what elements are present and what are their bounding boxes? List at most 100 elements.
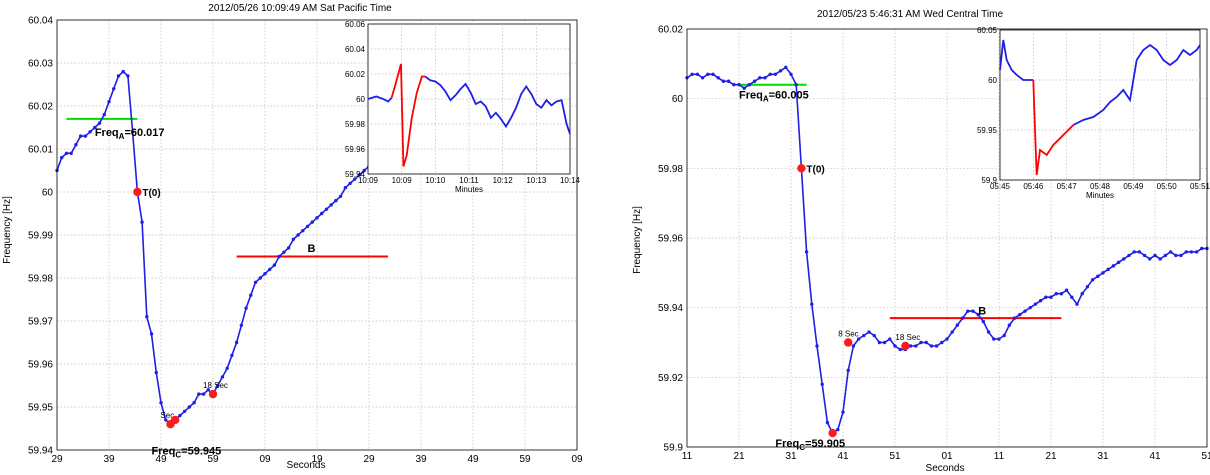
- inset-y-tick-label: 59.98: [345, 120, 366, 129]
- data-point: [1200, 246, 1204, 251]
- x-tick-label: 09: [571, 454, 583, 465]
- y-tick-label: 59.95: [28, 403, 53, 414]
- x-tick-label: 51: [889, 451, 901, 462]
- x-tick-label: 51: [1201, 451, 1210, 462]
- annotation: B: [978, 306, 986, 318]
- inset-y-tick-label: 60.04: [345, 45, 366, 54]
- y-tick-label: 60.04: [28, 16, 53, 27]
- y-tick-label: 60.02: [658, 25, 683, 36]
- data-point: [981, 319, 986, 324]
- data-point: [695, 72, 700, 76]
- y-tick-label: 60.02: [28, 102, 53, 113]
- y-tick-label: 60.03: [28, 59, 53, 70]
- x-tick-label: 01: [941, 451, 953, 462]
- inset-y-tick-label: 60.02: [345, 70, 366, 79]
- point-label: 18 Sec: [203, 381, 228, 390]
- inset-x-axis-label: Minutes: [1086, 191, 1114, 200]
- data-point: [220, 375, 225, 379]
- inset-y-tick-label: 59.96: [345, 145, 366, 154]
- data-point: [836, 427, 840, 432]
- data-point: [1033, 302, 1038, 306]
- data-point: [778, 69, 783, 73]
- x-tick-label: 21: [733, 451, 745, 462]
- inset-x-axis-label: Minutes: [455, 185, 483, 194]
- data-point: [362, 168, 366, 173]
- data-point: [737, 83, 741, 87]
- data-point: [976, 312, 980, 317]
- data-point: [88, 130, 92, 134]
- x-tick-label: 41: [837, 451, 849, 462]
- inset-y-tick-label: 60.05: [977, 26, 998, 35]
- data-point: [898, 347, 902, 352]
- data-point: [268, 267, 272, 272]
- data-point: [1148, 257, 1152, 261]
- data-point: [752, 79, 757, 83]
- data-point: [263, 272, 267, 276]
- inset-x-tick-label: 05:49: [1123, 182, 1144, 191]
- data-point: [107, 100, 111, 104]
- y-tick-label: 60: [672, 94, 684, 105]
- chart-right: 2012/05/23 5:46:31 AM Wed Central Time S…: [632, 9, 1210, 474]
- y-tick-label: 59.9: [664, 443, 684, 454]
- inset-y-tick-label: 59.95: [977, 126, 998, 135]
- data-point: [1049, 295, 1053, 299]
- inset-series-line: [424, 75, 571, 135]
- inset-series-line: [1032, 79, 1074, 176]
- annotation: FreqC=59.905: [775, 438, 845, 452]
- inset-x-tick-label: 05:51: [1190, 182, 1210, 191]
- annotations: FreqA=60.005 FreqC=59.905 B: [739, 90, 986, 452]
- data-point: [1158, 257, 1162, 261]
- data-point: [721, 79, 726, 83]
- data-point: [763, 76, 767, 80]
- data-point: [315, 216, 319, 220]
- tick-labels: 59.94 59.95 59.96 59.97 59.98 59.99 60 60.01 60.…: [28, 16, 583, 466]
- inset-x-tick-label: 05:47: [1057, 182, 1078, 191]
- y-tick-label: 59.92: [658, 373, 683, 384]
- data-point: [83, 134, 88, 138]
- data-point: [940, 340, 944, 345]
- data-point: [1122, 257, 1126, 261]
- x-tick-label: 11: [994, 451, 1005, 462]
- y-tick-label: 59.94: [28, 446, 53, 457]
- data-point: [357, 173, 362, 177]
- chart-left: 2012/05/26 10:09:49 AM Sat Pacific Time …: [2, 3, 583, 471]
- inset-y-tick-label: 60: [356, 95, 365, 104]
- data-point: [706, 72, 710, 76]
- x-tick-label: 39: [103, 454, 115, 465]
- annotation-value: =59.945: [181, 445, 221, 457]
- marked-point: [901, 341, 910, 351]
- data-point: [1179, 253, 1183, 258]
- y-tick-label: 59.98: [28, 274, 53, 285]
- data-point: [882, 340, 887, 345]
- inset-y-tick-label: 60: [988, 76, 997, 85]
- annotation: FreqA=60.017: [95, 127, 165, 141]
- data-point: [1070, 295, 1074, 299]
- data-point: [348, 181, 352, 186]
- chart-title: 2012/05/23 5:46:31 AM Wed Central Time: [817, 9, 1003, 20]
- data-point: [1064, 288, 1069, 292]
- annotations: FreqA=60.017 FreqC=59.945 B: [95, 127, 316, 459]
- inset-series-line: [390, 63, 426, 167]
- data-point: [1038, 299, 1043, 303]
- data-point: [1090, 278, 1095, 282]
- data-point: [291, 237, 296, 241]
- annotation-subscript: A: [763, 95, 769, 104]
- x-axis-label: Seconds: [926, 463, 965, 474]
- data-point: [1044, 295, 1048, 299]
- data-point: [810, 302, 814, 306]
- marked-points: T(0) Sec 18 Sec: [133, 187, 228, 429]
- data-point: [164, 418, 168, 422]
- data-point: [986, 330, 991, 334]
- data-point: [116, 74, 121, 78]
- point-label: 18 Sec: [895, 333, 920, 342]
- data-point: [1018, 312, 1022, 317]
- data-point: [197, 392, 201, 396]
- data-point: [1168, 250, 1173, 254]
- inset-series-line: [1072, 43, 1201, 126]
- data-point: [1132, 250, 1136, 254]
- x-tick-label: 49: [155, 454, 167, 465]
- data-point: [253, 280, 258, 284]
- data-point: [1023, 309, 1027, 313]
- data-point: [919, 340, 923, 345]
